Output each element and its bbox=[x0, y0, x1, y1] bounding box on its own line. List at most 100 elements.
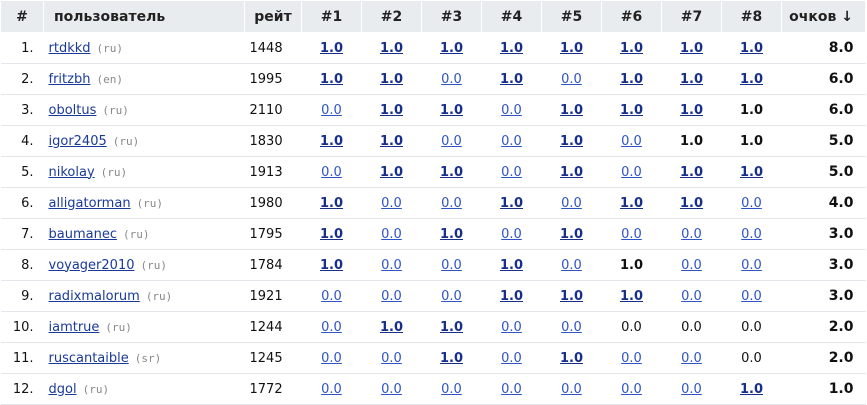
game-result-link[interactable]: 0.0 bbox=[621, 381, 642, 397]
game-result-link[interactable]: 1.0 bbox=[439, 102, 464, 118]
points-sort-header[interactable]: очков ↓ bbox=[781, 0, 866, 33]
username-link[interactable]: alligatorman bbox=[48, 195, 131, 211]
game-result-link[interactable]: 1.0 bbox=[379, 40, 404, 56]
game-result-link[interactable]: 0.0 bbox=[441, 195, 462, 211]
game-result-link[interactable]: 0.0 bbox=[501, 226, 522, 242]
game-result-link[interactable]: 0.0 bbox=[561, 195, 582, 211]
username-link[interactable]: baumanec bbox=[48, 226, 117, 242]
game-result-link[interactable]: 0.0 bbox=[741, 195, 762, 211]
game-result-link[interactable]: 0.0 bbox=[561, 381, 582, 397]
game-result-link[interactable]: 1.0 bbox=[559, 133, 584, 149]
game-result-link[interactable]: 0.0 bbox=[321, 164, 342, 180]
game-result-link[interactable]: 0.0 bbox=[441, 71, 462, 87]
game-result-link[interactable]: 0.0 bbox=[501, 381, 522, 397]
game-result-link[interactable]: 0.0 bbox=[741, 257, 762, 273]
game-result-link[interactable]: 0.0 bbox=[501, 164, 522, 180]
game-result-link[interactable]: 0.0 bbox=[681, 226, 702, 242]
game-result-link[interactable]: 0.0 bbox=[741, 226, 762, 242]
game-result-link[interactable]: 1.0 bbox=[679, 164, 704, 180]
game-result-link[interactable]: 1.0 bbox=[559, 102, 584, 118]
game-result-link[interactable]: 1.0 bbox=[619, 40, 644, 56]
game-result-link[interactable]: 1.0 bbox=[679, 195, 704, 211]
game-result-link[interactable]: 0.0 bbox=[561, 71, 582, 87]
game-result-link[interactable]: 0.0 bbox=[381, 288, 402, 304]
game-result-link[interactable]: 1.0 bbox=[499, 288, 524, 304]
game-result-link[interactable]: 0.0 bbox=[441, 257, 462, 273]
game-result-link[interactable]: 1.0 bbox=[319, 195, 344, 211]
game-result-link[interactable]: 1.0 bbox=[739, 381, 764, 397]
game-result-link[interactable]: 1.0 bbox=[619, 102, 644, 118]
game-result-link[interactable]: 0.0 bbox=[441, 288, 462, 304]
game-result-link[interactable]: 1.0 bbox=[679, 40, 704, 56]
username-link[interactable]: fritzbh bbox=[48, 71, 91, 87]
game-result-link[interactable]: 0.0 bbox=[681, 350, 702, 366]
game-result-link[interactable]: 0.0 bbox=[681, 257, 702, 273]
game-result-link[interactable]: 1.0 bbox=[559, 40, 584, 56]
game-result-link[interactable]: 1.0 bbox=[439, 319, 464, 335]
game-result-link[interactable]: 1.0 bbox=[739, 71, 764, 87]
game-result-link[interactable]: 1.0 bbox=[619, 195, 644, 211]
game-result-link[interactable]: 0.0 bbox=[381, 226, 402, 242]
game-result-link[interactable]: 1.0 bbox=[439, 350, 464, 366]
game-result-link[interactable]: 0.0 bbox=[501, 350, 522, 366]
game-result-link[interactable]: 1.0 bbox=[379, 102, 404, 118]
game-result-link[interactable]: 1.0 bbox=[679, 71, 704, 87]
username-link[interactable]: dgol bbox=[48, 381, 77, 397]
username-link[interactable]: radixmalorum bbox=[48, 288, 140, 304]
game-result-link[interactable]: 0.0 bbox=[621, 226, 642, 242]
game-result-link[interactable]: 1.0 bbox=[379, 133, 404, 149]
game-result-link[interactable]: 0.0 bbox=[561, 319, 582, 335]
game-result-link[interactable]: 1.0 bbox=[679, 102, 704, 118]
game-result-link[interactable]: 1.0 bbox=[499, 71, 524, 87]
game-result-link[interactable]: 1.0 bbox=[739, 40, 764, 56]
game-result-link[interactable]: 1.0 bbox=[499, 40, 524, 56]
game-result-link[interactable]: 1.0 bbox=[439, 40, 464, 56]
game-result-link[interactable]: 0.0 bbox=[561, 257, 582, 273]
username-link[interactable]: oboltus bbox=[48, 102, 97, 118]
game-result-link[interactable]: 1.0 bbox=[379, 164, 404, 180]
game-result-link[interactable]: 1.0 bbox=[439, 164, 464, 180]
game-result-link[interactable]: 0.0 bbox=[501, 102, 522, 118]
game-result-link[interactable]: 1.0 bbox=[319, 257, 344, 273]
game-result-link[interactable]: 0.0 bbox=[381, 257, 402, 273]
game-result-link[interactable]: 0.0 bbox=[501, 133, 522, 149]
game-result-link[interactable]: 0.0 bbox=[441, 381, 462, 397]
game-result-link[interactable]: 1.0 bbox=[559, 226, 584, 242]
game-result-link[interactable]: 0.0 bbox=[681, 288, 702, 304]
game-result-link[interactable]: 0.0 bbox=[381, 350, 402, 366]
game-result-link[interactable]: 0.0 bbox=[741, 288, 762, 304]
game-result-link[interactable]: 1.0 bbox=[559, 164, 584, 180]
game-result-link[interactable]: 0.0 bbox=[321, 102, 342, 118]
username-link[interactable]: voyager2010 bbox=[48, 257, 135, 273]
game-result-link[interactable]: 1.0 bbox=[319, 40, 344, 56]
username-link[interactable]: nikolay bbox=[48, 164, 95, 180]
game-result-link[interactable]: 1.0 bbox=[499, 257, 524, 273]
game-result-link[interactable]: 1.0 bbox=[739, 164, 764, 180]
game-result-link[interactable]: 1.0 bbox=[619, 288, 644, 304]
game-result-link[interactable]: 1.0 bbox=[319, 133, 344, 149]
game-result-link[interactable]: 1.0 bbox=[559, 288, 584, 304]
game-result-link[interactable]: 1.0 bbox=[319, 226, 344, 242]
game-result-link[interactable]: 1.0 bbox=[379, 71, 404, 87]
game-result-link[interactable]: 0.0 bbox=[381, 381, 402, 397]
game-result-link[interactable]: 1.0 bbox=[499, 195, 524, 211]
game-result-link[interactable]: 0.0 bbox=[381, 195, 402, 211]
game-result-link[interactable]: 1.0 bbox=[559, 350, 584, 366]
username-link[interactable]: iamtrue bbox=[48, 319, 100, 335]
username-link[interactable]: igor2405 bbox=[48, 133, 107, 149]
game-result-link[interactable]: 1.0 bbox=[439, 226, 464, 242]
game-result-link[interactable]: 0.0 bbox=[621, 164, 642, 180]
username-link[interactable]: ruscantaible bbox=[48, 350, 129, 366]
game-result-link[interactable]: 0.0 bbox=[441, 133, 462, 149]
game-result-link[interactable]: 1.0 bbox=[619, 71, 644, 87]
game-result-link[interactable]: 0.0 bbox=[501, 319, 522, 335]
game-result-link[interactable]: 0.0 bbox=[621, 133, 642, 149]
game-result-link[interactable]: 1.0 bbox=[379, 319, 404, 335]
game-result-link[interactable]: 0.0 bbox=[621, 350, 642, 366]
game-result-link[interactable]: 0.0 bbox=[321, 319, 342, 335]
username-link[interactable]: rtdkkd bbox=[48, 40, 91, 56]
game-result-link[interactable]: 1.0 bbox=[319, 71, 344, 87]
game-result-link[interactable]: 0.0 bbox=[321, 381, 342, 397]
game-result-link[interactable]: 0.0 bbox=[321, 288, 342, 304]
game-result-link[interactable]: 0.0 bbox=[321, 350, 342, 366]
